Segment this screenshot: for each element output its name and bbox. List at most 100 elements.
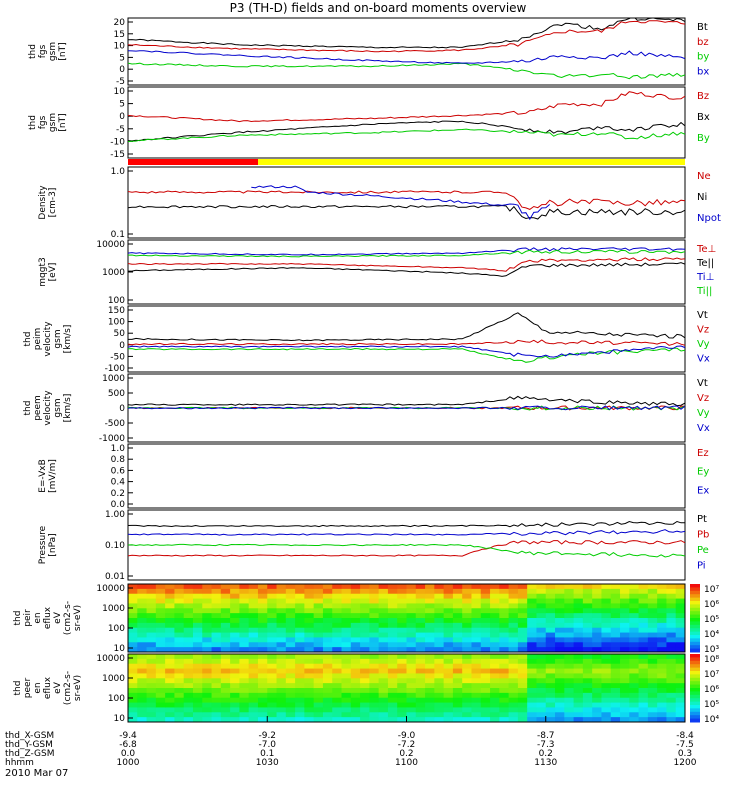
heatmap-cell [508,593,519,600]
heatmap-cell [137,613,148,619]
heatmap-cell [239,673,250,679]
heatmap-cell [295,702,305,708]
legend-entry: Ez [697,448,709,459]
panel-frame [127,239,686,305]
heatmap-cell [360,702,370,708]
heatmap-cell [480,688,491,694]
heatmap-cell [638,678,649,684]
heatmap-cell [211,688,222,694]
heatmap-cell [490,683,500,689]
heatmap-cell [499,678,510,684]
heatmap-cell [202,603,213,609]
legend-entry: By [697,133,710,144]
heatmap-cell [471,647,482,653]
heatmap-cell [666,627,677,634]
heatmap-cell [573,707,584,713]
heatmap-cell [313,622,324,629]
heatmap-cell [564,663,575,670]
heatmap-cell [211,654,222,660]
heatmap-cell [257,608,268,614]
heatmap-cell [248,717,259,723]
heatmap-cell [146,618,157,624]
heatmap-cell [638,622,649,629]
heatmap-cell [369,707,380,713]
heatmap-cell [638,702,649,708]
series-group [128,185,685,221]
heatmap-cell [517,598,528,604]
y-tick-label: 0 [119,112,125,122]
series-bx [128,50,685,64]
heatmap-cell [387,627,398,634]
figure-title: P3 (TH-D) fields and on-board moments ov… [230,1,527,15]
heatmap-cell [452,663,463,670]
heatmap-cell [341,647,352,653]
heatmap-cell [517,697,528,704]
heatmap-cell [137,608,148,614]
heatmap-cell [248,632,259,638]
heatmap-cell [425,598,435,604]
heatmap-cell [295,658,305,665]
heatmap-cell [220,647,231,653]
heatmap-cell [536,618,547,624]
heatmap-cell [629,608,640,614]
heatmap-cell [527,668,537,674]
heatmap-cell [582,668,593,674]
heatmap-cell [285,702,296,708]
heatmap-cell [452,642,463,648]
heatmap-cell [174,618,185,624]
heatmap-cell [257,678,268,684]
heatmap-cell [211,707,222,713]
heatmap-cell [620,654,630,660]
heatmap-cell [230,663,240,670]
heatmap-cell [202,663,213,670]
heatmap-cell [360,588,370,595]
heatmap-cell [517,673,528,679]
heatmap-cell [220,707,231,713]
heatmap-cell [620,588,630,595]
heatmap-cell [239,593,250,600]
heatmap-cell [582,647,593,653]
heatmap-cell [555,584,565,590]
heatmap-cell [443,632,454,638]
heatmap-cell [360,584,370,590]
heatmap-cell [452,598,463,604]
heatmap-cell [155,637,166,643]
colorbar-segment [690,718,700,723]
heatmap-cell [211,608,222,614]
heatmap-cell [257,613,268,619]
heatmap-cell [239,668,250,674]
heatmap-cell [517,627,528,634]
heatmap-cell [536,663,547,670]
axis-row-value: 0.2 [399,749,413,759]
heatmap-cell [490,618,500,624]
heatmap-cell [378,707,389,713]
heatmap-cell [211,588,222,595]
y-label-line: [nPa] [48,533,58,556]
heatmap-cell [211,613,222,619]
heatmap-cell [490,622,500,629]
heatmap-cell [304,692,315,699]
heatmap-cell [480,593,491,600]
heatmap-cell [480,608,491,614]
heatmap-cell [276,603,287,609]
heatmap-cell [499,683,510,689]
heatmap-cell [592,658,602,665]
heatmap-cell [425,692,435,699]
heatmap-cell [313,697,324,704]
heatmap-cell [332,603,343,609]
heatmap-cell [638,654,649,660]
legend-entry: Vx [697,423,710,434]
heatmap-cell [490,668,500,674]
heatmap-cell [304,618,315,624]
heatmap-cell [397,637,407,643]
heatmap-cell [527,697,537,704]
heatmap-cell [202,642,213,648]
heatmap-cell [406,622,417,629]
heatmap-cell [517,707,528,713]
heatmap-cell [137,618,148,624]
heatmap-cell [128,618,138,624]
heatmap-cell [387,717,398,723]
heatmap-cell [657,712,667,718]
